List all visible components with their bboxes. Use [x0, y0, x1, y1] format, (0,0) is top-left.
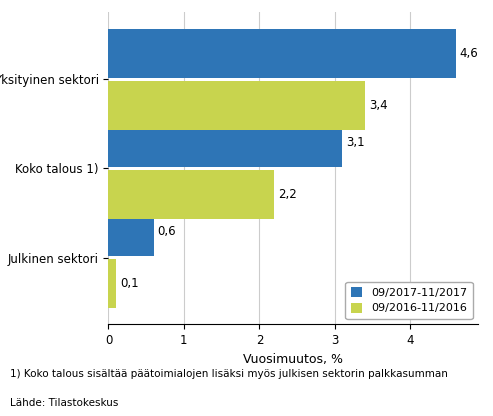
Text: 2,2: 2,2	[278, 188, 297, 201]
Legend: 09/2017-11/2017, 09/2016-11/2016: 09/2017-11/2017, 09/2016-11/2016	[346, 282, 473, 319]
Text: 0,6: 0,6	[157, 225, 176, 238]
Bar	[108, 29, 456, 77]
Text: 1) Koko talous sisältää päätoimialojen lisäksi myös julkisen sektorin palkkasumm: 1) Koko talous sisältää päätoimialojen l…	[10, 369, 448, 379]
Text: 4,6: 4,6	[459, 47, 478, 59]
Bar	[108, 207, 154, 256]
Text: Lähde: Tilastokeskus: Lähde: Tilastokeskus	[10, 398, 118, 408]
Bar	[108, 260, 116, 308]
Bar	[108, 81, 365, 130]
Text: 0,1: 0,1	[120, 277, 139, 290]
Text: 3,4: 3,4	[369, 99, 387, 112]
Text: 3,1: 3,1	[346, 136, 365, 149]
Bar	[108, 170, 275, 219]
X-axis label: Vuosimuutos, %: Vuosimuutos, %	[244, 353, 343, 366]
Bar	[108, 118, 342, 167]
